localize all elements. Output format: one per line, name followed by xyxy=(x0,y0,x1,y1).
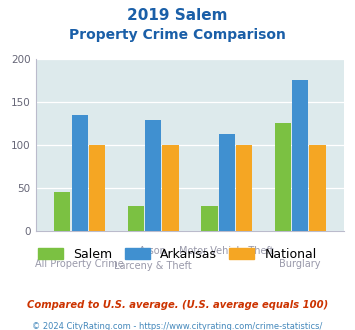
Bar xyxy=(236,145,252,231)
Legend: Salem, Arkansas, National: Salem, Arkansas, National xyxy=(33,243,322,266)
Bar xyxy=(201,206,218,231)
Bar xyxy=(310,145,326,231)
Text: All Property Crime: All Property Crime xyxy=(35,259,124,269)
Text: Property Crime Comparison: Property Crime Comparison xyxy=(69,28,286,42)
Text: © 2024 CityRating.com - https://www.cityrating.com/crime-statistics/: © 2024 CityRating.com - https://www.city… xyxy=(32,322,323,330)
Text: Burglary: Burglary xyxy=(279,259,321,269)
Text: Larceny & Theft: Larceny & Theft xyxy=(114,261,192,271)
Text: 2019 Salem: 2019 Salem xyxy=(127,8,228,23)
Bar xyxy=(275,123,291,231)
Bar xyxy=(72,115,88,231)
Bar xyxy=(292,80,308,231)
Bar xyxy=(128,206,144,231)
Text: Compared to U.S. average. (U.S. average equals 100): Compared to U.S. average. (U.S. average … xyxy=(27,300,328,310)
Text: Motor Vehicle Theft: Motor Vehicle Theft xyxy=(179,246,274,256)
Bar xyxy=(219,134,235,231)
Text: Arson: Arson xyxy=(139,246,167,256)
Bar xyxy=(162,145,179,231)
Bar xyxy=(89,145,105,231)
Bar xyxy=(54,192,70,231)
Bar xyxy=(145,120,161,231)
